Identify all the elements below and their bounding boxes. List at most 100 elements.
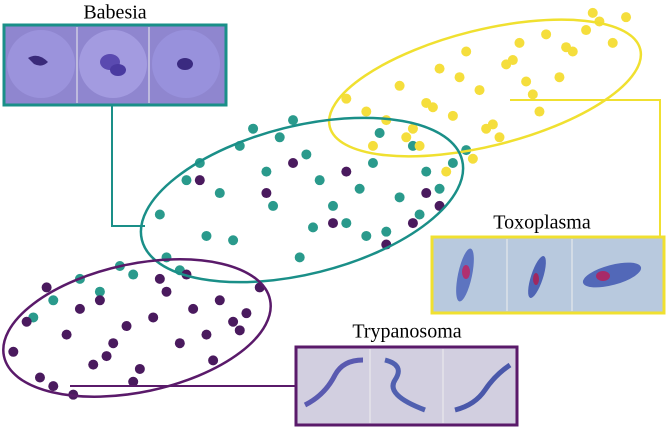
trypanosoma-ellipse	[2, 258, 272, 398]
trypanosoma-panel	[294, 345, 519, 427]
point	[607, 37, 618, 48]
point	[394, 80, 405, 91]
point	[407, 218, 418, 229]
toxoplasma-label: Toxoplasma	[493, 212, 591, 234]
point	[48, 381, 59, 392]
point	[481, 123, 492, 134]
point	[128, 376, 139, 387]
point	[74, 303, 85, 314]
point	[234, 325, 245, 336]
point	[128, 269, 139, 280]
point	[414, 209, 425, 220]
point	[381, 226, 392, 237]
point	[188, 303, 199, 314]
point	[201, 329, 212, 340]
point	[421, 166, 432, 177]
point	[401, 132, 412, 143]
point	[507, 55, 518, 66]
point	[94, 286, 105, 297]
point	[148, 312, 159, 323]
point	[161, 286, 172, 297]
point	[61, 329, 72, 340]
point	[174, 338, 185, 349]
point	[447, 110, 458, 121]
point	[8, 346, 19, 357]
point	[434, 183, 445, 194]
point	[394, 192, 405, 203]
point	[474, 85, 485, 96]
point	[427, 102, 438, 113]
point	[561, 42, 572, 53]
point	[328, 218, 338, 229]
point	[94, 295, 105, 306]
point	[288, 115, 299, 126]
point	[534, 106, 545, 117]
point	[181, 175, 192, 186]
point	[214, 188, 225, 199]
point	[621, 12, 632, 23]
point	[341, 166, 352, 177]
toxoplasma-panel	[430, 235, 666, 315]
point	[361, 106, 372, 117]
point	[108, 338, 119, 349]
point	[341, 93, 352, 104]
point	[314, 175, 325, 186]
point	[274, 132, 285, 143]
point	[361, 230, 372, 241]
point	[461, 46, 472, 57]
toxoplasma-ellipse	[327, 18, 643, 158]
point	[228, 235, 239, 246]
point	[421, 188, 432, 199]
point	[447, 158, 458, 169]
point	[268, 200, 279, 211]
point	[441, 166, 452, 177]
point	[467, 153, 478, 164]
point	[48, 295, 59, 306]
babesia-ellipse	[139, 116, 465, 284]
toxoplasma-connector	[510, 99, 661, 276]
point	[308, 222, 319, 233]
point	[341, 218, 352, 229]
point	[21, 316, 32, 327]
point	[261, 188, 272, 199]
point	[434, 63, 445, 74]
babesia-panel	[2, 23, 228, 107]
point	[34, 372, 45, 383]
point	[261, 166, 272, 177]
point	[374, 127, 385, 138]
point	[541, 29, 552, 40]
point	[194, 175, 205, 186]
point	[88, 359, 99, 370]
point	[521, 76, 532, 87]
point	[554, 72, 565, 83]
point	[41, 282, 52, 293]
point	[354, 183, 365, 194]
point	[154, 209, 165, 220]
point	[294, 252, 305, 263]
point	[228, 316, 239, 327]
point	[514, 37, 525, 48]
point	[407, 123, 418, 134]
point	[454, 72, 465, 83]
point	[248, 123, 259, 134]
point	[288, 158, 299, 169]
point	[581, 25, 592, 36]
point	[154, 273, 165, 284]
babesia-label: Babesia	[83, 2, 146, 24]
point	[414, 140, 425, 151]
point	[201, 230, 212, 241]
trypanosoma-label: Trypanosoma	[352, 321, 461, 343]
point	[587, 7, 598, 18]
point	[121, 321, 132, 332]
point	[208, 355, 219, 366]
point	[367, 158, 378, 169]
points	[8, 7, 632, 400]
point	[134, 363, 145, 374]
point	[301, 149, 312, 160]
point	[101, 351, 112, 362]
babesia-connector	[111, 106, 145, 227]
point	[527, 89, 538, 100]
point	[328, 200, 338, 211]
